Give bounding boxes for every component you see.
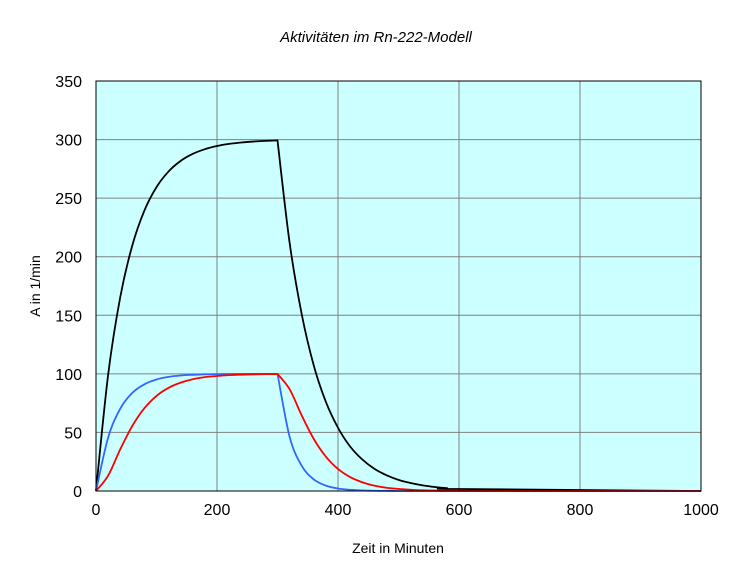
y-tick-label: 300 — [55, 133, 82, 150]
y-tick-label: 100 — [55, 367, 82, 384]
x-tick-label: 200 — [204, 502, 231, 519]
series-line-black — [95, 139, 702, 492]
y-tick-label: 350 — [55, 74, 82, 91]
x-tick-label: 800 — [567, 502, 594, 519]
y-tick-label: 250 — [55, 191, 82, 208]
y-axis-label: A in 1/min — [27, 255, 43, 316]
y-tick-label: 150 — [55, 308, 82, 325]
tick-labels: 0 200 400 600 800 1000 0 50 100 150 200 250 300 350 — [55, 74, 719, 519]
x-tick-label: 400 — [325, 502, 352, 519]
plot-area — [96, 81, 701, 491]
x-tick-label: 600 — [446, 502, 473, 519]
series-line-red — [95, 373, 702, 492]
x-tick-label: 0 — [92, 502, 101, 519]
y-tick-label: 50 — [64, 425, 82, 442]
y-tick-label: 0 — [73, 484, 82, 501]
chart-title: Aktivitäten im Rn-222-Modell — [279, 29, 472, 46]
x-tick-label: 1000 — [683, 502, 719, 519]
x-axis-label: Zeit in Minuten — [352, 540, 444, 556]
y-tick-label: 200 — [55, 250, 82, 267]
plot-border — [95, 80, 702, 492]
